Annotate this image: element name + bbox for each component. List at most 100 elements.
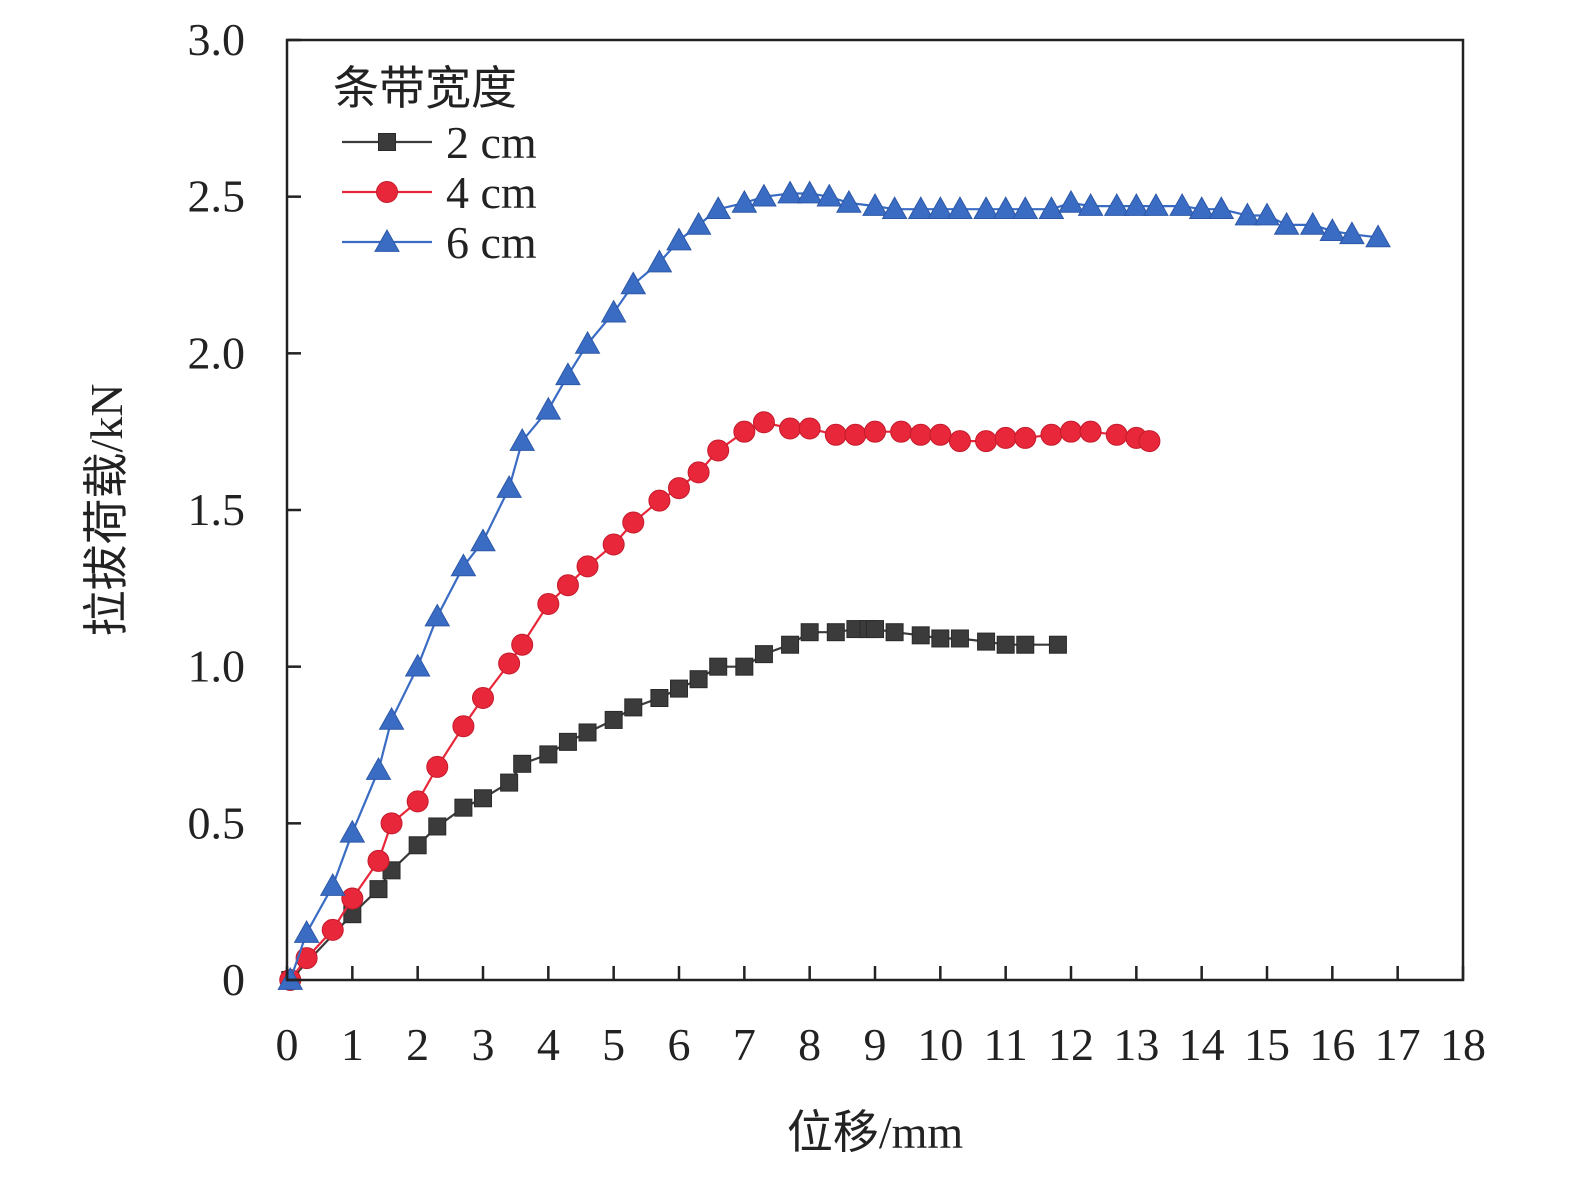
data-point-4cm	[472, 687, 494, 709]
legend-marker-2cm	[378, 133, 396, 151]
data-point-6cm	[1319, 218, 1346, 241]
data-point-6cm	[1339, 221, 1365, 245]
data-point-6cm	[777, 180, 803, 204]
series-line-6cm	[289, 192, 1379, 981]
data-point-6cm	[1365, 224, 1391, 248]
legend-label-4cm: 4 cm	[446, 167, 537, 218]
y-tick-label: 1.5	[188, 484, 246, 535]
data-point-2cm	[670, 679, 688, 698]
data-point-6cm	[685, 211, 712, 235]
data-point-4cm	[295, 947, 318, 970]
data-point-6cm	[277, 966, 304, 990]
legend-title: 条带宽度	[333, 63, 517, 114]
data-point-6cm	[365, 757, 392, 780]
data-point-6cm	[751, 183, 777, 207]
data-point-4cm	[367, 849, 390, 872]
data-point-4cm	[733, 420, 756, 443]
legend-label-2cm: 2 cm	[446, 117, 537, 168]
x-tick-label: 5	[602, 1019, 625, 1070]
data-point-6cm	[907, 196, 934, 220]
data-point-4cm	[890, 420, 913, 443]
x-axis-title: 位移/mm	[787, 1107, 964, 1158]
data-point-2cm	[826, 623, 845, 642]
legend-label-6cm: 6 cm	[446, 217, 537, 268]
data-point-6cm	[600, 299, 627, 323]
x-tick-label: 12	[1048, 1019, 1094, 1070]
y-tick-label: 2.5	[188, 171, 246, 222]
data-point-2cm	[977, 632, 996, 651]
data-point-6cm	[881, 196, 908, 220]
legend-item-2cm: 2 cm	[342, 117, 537, 168]
data-point-2cm	[950, 629, 969, 648]
legend-marker-4cm	[376, 181, 398, 203]
data-point-6cm	[1208, 196, 1235, 220]
data-point-6cm	[378, 706, 405, 730]
data-point-4cm	[1014, 426, 1037, 449]
data-point-6cm	[293, 919, 320, 943]
y-tick-label: 0.5	[188, 797, 246, 848]
data-point-6cm	[424, 603, 451, 627]
data-point-4cm	[779, 417, 802, 440]
data-point-2cm	[735, 657, 754, 676]
data-point-6cm	[1299, 211, 1326, 235]
data-point-4cm	[1060, 420, 1082, 443]
data-point-4cm	[602, 533, 625, 556]
data-point-4cm	[1079, 420, 1102, 443]
data-point-4cm	[498, 652, 521, 675]
y-tick-label: 1.0	[188, 641, 246, 692]
data-point-6cm	[1254, 202, 1280, 226]
x-tick-label: 17	[1375, 1019, 1421, 1070]
data-point-2cm	[408, 836, 427, 855]
data-point-4cm	[452, 715, 475, 738]
data-point-2cm	[885, 623, 904, 642]
data-point-4cm	[752, 411, 775, 434]
data-point-2cm	[866, 620, 884, 639]
data-point-6cm	[574, 330, 601, 354]
data-point-6cm	[1169, 193, 1195, 216]
data-point-6cm	[947, 196, 973, 220]
legend-item-4cm: 4 cm	[342, 167, 537, 218]
data-point-2cm	[604, 710, 623, 729]
data-point-4cm	[622, 511, 645, 534]
x-tick-label: 14	[1179, 1019, 1225, 1070]
x-tick-label: 15	[1244, 1019, 1290, 1070]
x-tick-label: 7	[733, 1019, 756, 1070]
data-point-2cm	[558, 732, 577, 751]
legend-item-6cm: 6 cm	[342, 217, 537, 268]
data-point-6cm	[796, 180, 823, 204]
x-tick-label: 8	[798, 1019, 821, 1070]
x-tick-label: 2	[406, 1019, 429, 1070]
data-point-6cm	[836, 189, 862, 213]
data-point-4cm	[426, 755, 449, 778]
data-point-6cm	[404, 653, 431, 677]
data-point-6cm	[862, 193, 888, 216]
data-point-6cm	[620, 271, 647, 295]
data-point-2cm	[369, 880, 388, 899]
data-point-4cm	[975, 430, 998, 453]
data-point-4cm	[824, 423, 847, 446]
x-tick-label: 0	[276, 1019, 299, 1070]
data-point-6cm	[1038, 196, 1065, 220]
data-point-6cm	[319, 872, 346, 896]
data-point-2cm	[781, 635, 800, 654]
data-point-2cm	[931, 629, 950, 648]
y-tick-label: 3.0	[188, 14, 246, 65]
data-point-6cm	[973, 196, 999, 220]
data-point-4cm	[511, 633, 534, 656]
x-tick-label: 1	[341, 1019, 364, 1070]
x-tick-label: 10	[917, 1019, 963, 1070]
series-2cm	[281, 620, 1067, 989]
data-point-4cm	[909, 423, 932, 446]
data-point-4cm	[1105, 423, 1128, 446]
data-point-2cm	[624, 698, 643, 717]
data-point-6cm	[816, 183, 843, 207]
x-tick-label: 6	[668, 1019, 691, 1070]
data-point-6cm	[1123, 193, 1150, 216]
data-point-2cm	[996, 635, 1015, 654]
x-tick-label: 4	[537, 1019, 560, 1070]
data-point-6cm	[1234, 202, 1261, 226]
series-4cm	[279, 411, 1161, 991]
data-point-2cm	[539, 745, 558, 764]
data-point-2cm	[578, 723, 597, 742]
